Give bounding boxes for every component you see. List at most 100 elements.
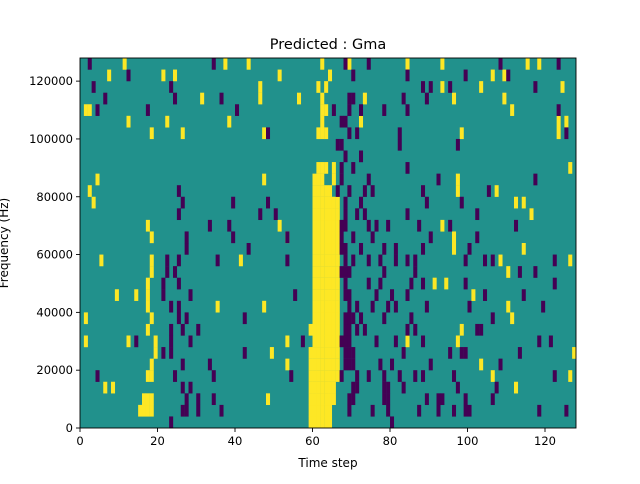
heatmap-cell-high [440,58,445,70]
plot-area [80,58,577,429]
heatmap-cell-high [335,277,340,290]
heatmap-cell-low [401,381,406,394]
heatmap-cell-high [455,173,460,186]
heatmap-cell-high [149,358,154,371]
heatmap-cell-low [564,127,569,140]
heatmap-cell-low [552,254,557,267]
heatmap-cell-low [366,277,371,290]
heatmap-cell-low [347,266,352,278]
heatmap-cell-high [335,335,340,348]
heatmap-cell-high [83,312,88,325]
heatmap-cell-low [366,173,371,186]
heatmap-cell-high [258,81,263,93]
heatmap-cell-low [343,312,348,325]
heatmap-cell-low [359,104,364,116]
heatmap-cell-high [262,127,267,140]
heatmap-cell-high [122,58,127,70]
heatmap-cell-low [548,335,553,348]
heatmap-cell-high [320,185,325,197]
heatmap-cell-low [382,266,387,278]
heatmap-cell-high [328,300,333,313]
heatmap-cell-high [324,300,329,313]
heatmap-cell-high [126,115,131,128]
y-tick-label: 120000 [29,74,73,88]
heatmap-cell-low [347,289,352,301]
heatmap-cell-low [517,347,522,359]
heatmap-cell-high [320,358,325,371]
heatmap-cell-low [556,104,561,116]
heatmap-cell-high [316,173,321,186]
heatmap-cell-high [320,323,325,336]
heatmap-cell-high [331,347,336,359]
heatmap-cell-high [312,173,317,186]
heatmap-cell-low [467,300,472,313]
heatmap-cell-low [188,335,193,348]
heatmap-cell-low [490,254,495,267]
heatmap-cell-low [211,58,216,70]
heatmap-cell-low [533,266,538,278]
heatmap-cell-high [316,266,321,278]
heatmap-cell-high [331,196,336,209]
heatmap-cell-low [339,243,344,255]
heatmap-cell-high [200,92,205,105]
heatmap-cell-high [320,231,325,244]
heatmap-cell-low [180,196,185,209]
heatmap-cell-high [452,92,457,105]
heatmap-cell-low [339,370,344,382]
heatmap-cell-high [320,370,325,382]
heatmap-cell-low [421,243,426,255]
heatmap-cell-high [316,312,321,325]
heatmap-cell-low [533,81,538,93]
heatmap-cell-high [328,370,333,382]
heatmap-cell-high [320,277,325,290]
heatmap-cell-low [347,404,352,417]
heatmap-cell-high [331,208,336,221]
heatmap-cell-high [471,289,476,301]
x-tick-label: 80 [383,434,398,448]
heatmap-cell-high [145,370,150,382]
heatmap-cell-high [149,266,154,278]
heatmap-cell-low [382,243,387,255]
y-axis: 0 20000 40000 60000 80000 100000 120000 [29,74,80,435]
heatmap-cell-high [560,81,565,93]
heatmap-cell-low [378,277,383,290]
heatmap-cell-high [328,381,333,394]
heatmap-cell-low [176,185,181,197]
heatmap-cell-low [370,300,375,313]
heatmap-cell-low [207,219,212,232]
heatmap-cell-high [316,81,321,93]
heatmap-cell-low [362,208,367,221]
heatmap-cell-high [324,104,329,116]
heatmap-cell-low [452,404,457,417]
heatmap-cell-low [362,323,367,336]
heatmap-cell-high [312,254,317,267]
heatmap-cell-high [320,208,325,221]
heatmap-cell-high [312,208,317,221]
heatmap-cell-low [242,347,247,359]
heatmap-cell-low [161,347,166,359]
heatmap-cell-high [324,370,329,382]
heatmap-cell-high [331,289,336,301]
y-tick-label: 0 [66,421,73,435]
heatmap-cell-low [359,150,364,163]
heatmap-cell-low [176,300,181,313]
heatmap-cell-low [103,92,108,105]
heatmap-cell-low [95,370,100,382]
heatmap-cell-high [277,69,282,82]
heatmap-cell-high [312,266,317,278]
heatmap-cell-low [339,173,344,186]
heatmap-cell-low [184,243,189,255]
heatmap-cell-low [463,393,468,406]
heatmap-cell-high [262,300,267,313]
heatmap-cell-low [285,254,290,267]
heatmap-cell-high [335,208,340,221]
heatmap-cell-high [316,358,321,371]
heatmap-cell-high [308,393,313,406]
heatmap-cell-high [142,393,147,406]
heatmap-cell-low [347,323,352,336]
heatmap-cell-low [401,347,406,359]
heatmap-cell-high [312,219,317,232]
heatmap-cell-high [331,312,336,325]
heatmap-cell-low [494,381,499,394]
heatmap-cell-low [347,393,352,406]
